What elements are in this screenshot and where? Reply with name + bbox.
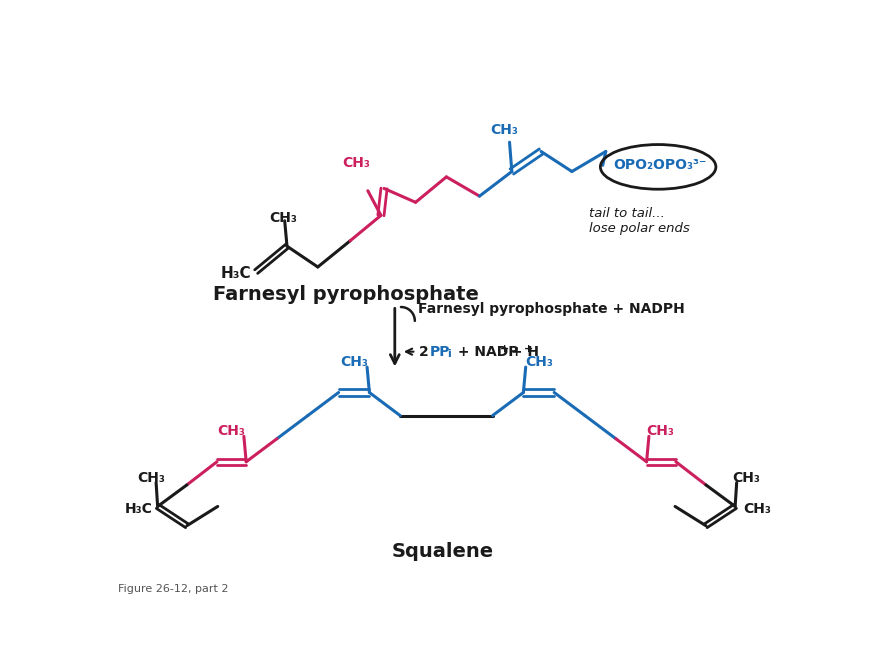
Text: H₃C: H₃C	[125, 502, 153, 516]
Text: +: +	[524, 343, 533, 353]
Text: CH₃: CH₃	[137, 471, 165, 485]
Text: + NADP: + NADP	[453, 345, 518, 359]
Text: Farnesyl pyrophosphate + NADPH: Farnesyl pyrophosphate + NADPH	[418, 302, 684, 316]
Text: CH₃: CH₃	[647, 424, 675, 438]
Text: CH₃: CH₃	[269, 211, 297, 224]
Text: CH₃: CH₃	[525, 355, 552, 369]
Text: + H: + H	[506, 345, 538, 359]
Text: PP: PP	[430, 345, 451, 359]
Text: CH₃: CH₃	[490, 123, 518, 137]
Text: OPO₂OPO₃³⁻: OPO₂OPO₃³⁻	[613, 159, 706, 172]
Text: Figure 26-12, part 2: Figure 26-12, part 2	[118, 584, 228, 594]
Text: i: i	[447, 349, 451, 359]
Text: CH₃: CH₃	[217, 424, 245, 438]
Text: H₃C: H₃C	[221, 265, 252, 281]
Text: CH₃: CH₃	[743, 502, 771, 516]
Text: CH₃: CH₃	[340, 355, 368, 369]
Text: +: +	[500, 343, 510, 353]
Text: CH₃: CH₃	[732, 471, 760, 485]
Text: 2: 2	[420, 345, 434, 359]
Text: Farnesyl pyrophosphate: Farnesyl pyrophosphate	[213, 285, 479, 304]
Text: tail to tail...
lose polar ends: tail to tail... lose polar ends	[589, 207, 690, 235]
Text: CH₃: CH₃	[343, 156, 371, 170]
Text: Squalene: Squalene	[392, 542, 494, 561]
